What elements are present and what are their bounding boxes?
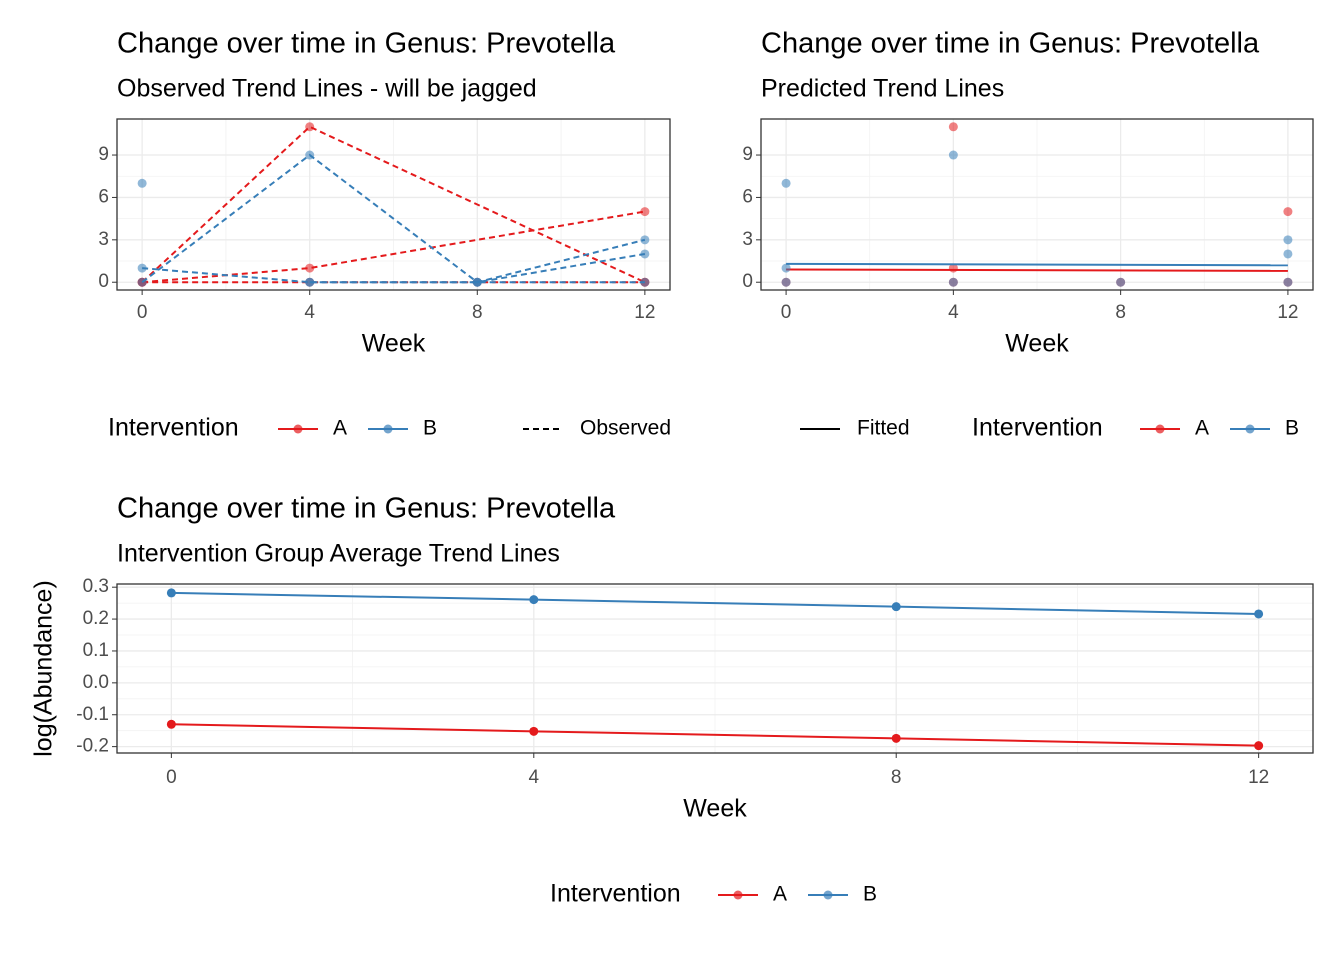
x-tick-label: 12: [634, 302, 655, 323]
y-tick-label: 0.3: [83, 576, 109, 597]
point: [640, 207, 650, 217]
point: [640, 277, 650, 287]
point: [1283, 207, 1293, 217]
x-axis-label: Week: [683, 795, 747, 823]
point: [640, 249, 650, 259]
point: [891, 602, 901, 612]
legend-label: Fitted: [857, 417, 910, 440]
y-tick-label: 0: [742, 271, 753, 292]
plot-frame: [116, 583, 1314, 754]
x-axis-label: Week: [1005, 330, 1069, 358]
x-tick-label: 8: [891, 767, 902, 788]
point: [948, 263, 958, 273]
y-tick-label: 3: [98, 229, 109, 250]
point: [472, 277, 482, 287]
trend-line: [171, 591, 1259, 615]
panel: Change over time in Genus: Prevotella Int…: [30, 493, 1314, 908]
legend-label: A: [333, 417, 347, 440]
legend-label: A: [1195, 417, 1209, 440]
x-tick-label: 0: [166, 767, 177, 788]
y-axis-label: log(Abundance): [30, 580, 58, 757]
legend-key-point: [383, 424, 393, 434]
panel: Change over time in Genus: Prevotella Pre…: [742, 28, 1314, 442]
y-tick-label: 3: [742, 229, 753, 250]
x-tick-label: 0: [781, 302, 792, 323]
y-tick-label: 6: [742, 186, 753, 207]
point: [1254, 609, 1264, 619]
legend-title: Intervention: [972, 414, 1103, 442]
point: [305, 150, 315, 160]
point: [1283, 235, 1293, 245]
chart-subtitle: Observed Trend Lines - will be jagged: [117, 75, 537, 103]
y-tick-label: 0: [98, 271, 109, 292]
legend-key-point: [1245, 424, 1255, 434]
point: [166, 719, 176, 729]
trend-line: [786, 268, 1288, 272]
y-tick-label: 0.0: [83, 672, 109, 693]
legend-label: B: [423, 417, 437, 440]
point: [137, 178, 147, 188]
legend-label: B: [1285, 417, 1299, 440]
point: [1116, 277, 1126, 287]
y-tick-label: -0.1: [76, 704, 109, 725]
x-tick-label: 4: [304, 302, 315, 323]
point: [891, 733, 901, 743]
point: [781, 263, 791, 273]
point: [1283, 277, 1293, 287]
y-tick-label: 9: [98, 144, 109, 165]
x-tick-label: 4: [528, 767, 539, 788]
plot-frame: [760, 118, 1314, 291]
legend-key-point: [823, 890, 833, 900]
point: [166, 588, 176, 598]
trend-line: [786, 262, 1288, 267]
legend-label: A: [773, 883, 787, 906]
legend-key-point: [293, 424, 303, 434]
legend-title: Intervention: [550, 880, 681, 908]
point: [137, 277, 147, 287]
chart-subtitle: Predicted Trend Lines: [761, 75, 1004, 103]
y-tick-label: 0.1: [83, 640, 109, 661]
y-tick-label: 9: [742, 144, 753, 165]
legend-key-point: [733, 890, 743, 900]
point: [305, 277, 315, 287]
x-axis-label: Week: [362, 330, 426, 358]
trend-line: [141, 153, 646, 284]
point: [948, 277, 958, 287]
x-tick-label: 8: [472, 302, 483, 323]
point: [305, 122, 315, 132]
point: [948, 122, 958, 132]
chart-subtitle: Intervention Group Average Trend Lines: [117, 540, 560, 568]
y-tick-label: 6: [98, 186, 109, 207]
point: [529, 595, 539, 605]
point: [1254, 741, 1264, 751]
point: [137, 263, 147, 273]
point: [305, 263, 315, 273]
legend-label: B: [863, 883, 877, 906]
x-tick-label: 8: [1115, 302, 1126, 323]
point: [781, 178, 791, 188]
plot-frame: [116, 118, 671, 291]
x-tick-label: 12: [1277, 302, 1298, 323]
point: [781, 277, 791, 287]
legend-title: Intervention: [108, 414, 239, 442]
point: [529, 726, 539, 736]
chart-title: Change over time in Genus: Prevotella: [117, 28, 616, 60]
chart-title: Change over time in Genus: Prevotella: [761, 28, 1260, 60]
legend-key-point: [1155, 424, 1165, 434]
trend-line: [171, 723, 1259, 747]
x-tick-label: 4: [948, 302, 959, 323]
chart-title: Change over time in Genus: Prevotella: [117, 493, 616, 525]
x-tick-label: 12: [1248, 767, 1269, 788]
legend-label: Observed: [580, 417, 671, 440]
y-tick-label: 0.2: [83, 608, 109, 629]
point: [1283, 249, 1293, 259]
point: [948, 150, 958, 160]
panel: Change over time in Genus: Prevotella Obs…: [98, 28, 671, 442]
trend-line: [142, 210, 646, 284]
y-tick-label: -0.2: [76, 736, 109, 757]
x-tick-label: 0: [137, 302, 148, 323]
point: [640, 235, 650, 245]
